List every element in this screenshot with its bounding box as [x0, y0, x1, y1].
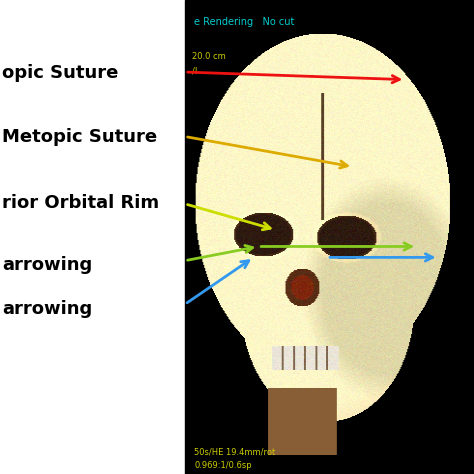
Text: arrowing: arrowing	[2, 300, 92, 318]
Text: arrowing: arrowing	[2, 256, 92, 274]
Bar	[185, 0, 474, 474]
Text: e Rendering   No cut: e Rendering No cut	[194, 17, 295, 27]
Text: rior Orbital Rim: rior Orbital Rim	[2, 194, 159, 212]
Text: 20.0 cm: 20.0 cm	[192, 52, 226, 61]
Text: 50s/HE 19.4mm/rot: 50s/HE 19.4mm/rot	[194, 447, 275, 456]
Text: 0.969:1/0.6sp: 0.969:1/0.6sp	[194, 461, 252, 470]
Text: /I: /I	[192, 66, 197, 75]
Text: opic Suture: opic Suture	[2, 64, 119, 82]
Text: Metopic Suture: Metopic Suture	[2, 128, 157, 146]
